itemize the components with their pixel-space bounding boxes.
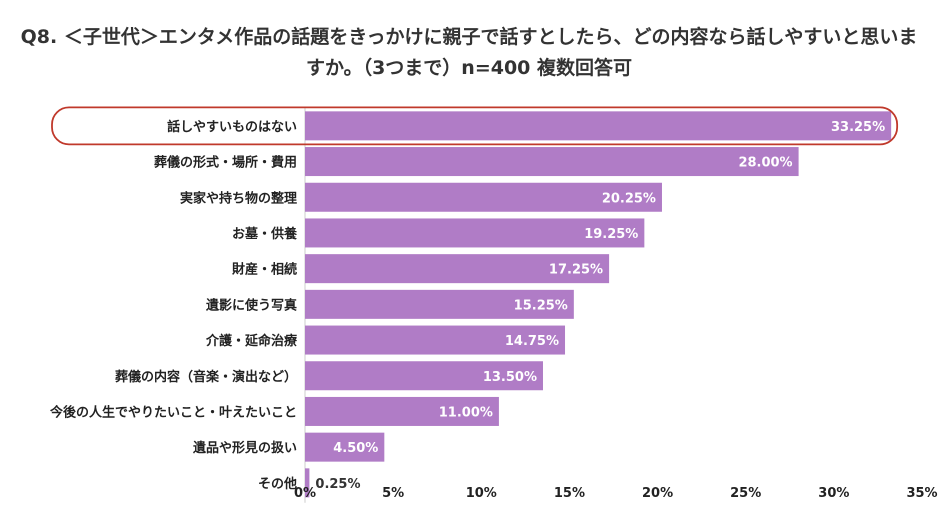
bar (305, 289, 574, 319)
category-label: 葬儀の内容（音楽・演出など） (115, 369, 297, 385)
value-label: 14.75% (505, 334, 559, 349)
x-tick-label: 20% (642, 486, 673, 501)
category-label: 介護・延命治療 (205, 333, 298, 349)
category-label: 今後の人生でやりたいこと・叶えたいこと (49, 404, 297, 420)
value-label: 4.50% (333, 441, 378, 456)
bar (305, 147, 799, 177)
value-label: 11.00% (439, 405, 493, 420)
value-label: 13.50% (483, 370, 537, 385)
x-tick-label: 15% (554, 486, 585, 501)
category-label: その他 (258, 476, 297, 492)
bar (305, 254, 610, 284)
category-label: 遺品や形見の扱い (192, 440, 297, 456)
x-tick-label: 30% (818, 486, 849, 501)
category-label: 財産・相続 (231, 262, 297, 278)
bar (305, 218, 645, 248)
x-tick-label: 35% (906, 486, 937, 501)
value-label: 0.25% (315, 477, 360, 492)
value-label: 28.00% (738, 156, 792, 171)
value-label: 19.25% (584, 227, 638, 242)
value-label: 17.25% (549, 263, 603, 278)
bar (305, 182, 662, 212)
highlight-outline (51, 106, 899, 146)
bar (305, 468, 310, 498)
value-label: 20.25% (602, 191, 656, 206)
x-tick-label: 10% (466, 486, 497, 501)
category-label: 葬儀の形式・場所・費用 (154, 155, 297, 171)
chart-title: Q8. ＜子世代＞エンタメ作品の話題をきっかけに親子で話すとしたら、どの内容なら… (20, 26, 918, 79)
category-label: 実家や持ち物の整理 (180, 190, 297, 206)
value-label: 15.25% (514, 298, 568, 313)
bar (305, 111, 892, 141)
category-label: お墓・供養 (232, 226, 297, 242)
category-label: 遺影に使う写真 (205, 297, 297, 313)
x-tick-label: 25% (730, 486, 761, 501)
bar (305, 325, 566, 355)
x-tick-label: 0% (294, 486, 316, 501)
bar (305, 361, 543, 391)
value-label: 33.25% (831, 120, 885, 135)
x-tick-label: 5% (382, 486, 404, 501)
bar (305, 432, 385, 462)
bar (305, 396, 499, 426)
category-label: 話しやすいものはない (167, 119, 297, 135)
